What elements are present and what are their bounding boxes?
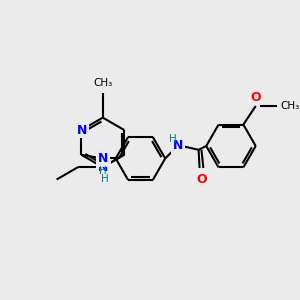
Text: N: N <box>172 139 183 152</box>
Text: H: H <box>101 174 109 184</box>
Text: H: H <box>169 134 177 144</box>
Text: N: N <box>99 160 109 174</box>
Text: O: O <box>196 173 207 186</box>
Text: N: N <box>98 152 109 165</box>
Text: CH₃: CH₃ <box>280 101 300 111</box>
Text: N: N <box>77 124 88 136</box>
Text: CH₃: CH₃ <box>93 78 112 88</box>
Text: H: H <box>100 166 107 176</box>
Text: O: O <box>250 91 261 104</box>
Text: N: N <box>98 160 108 174</box>
